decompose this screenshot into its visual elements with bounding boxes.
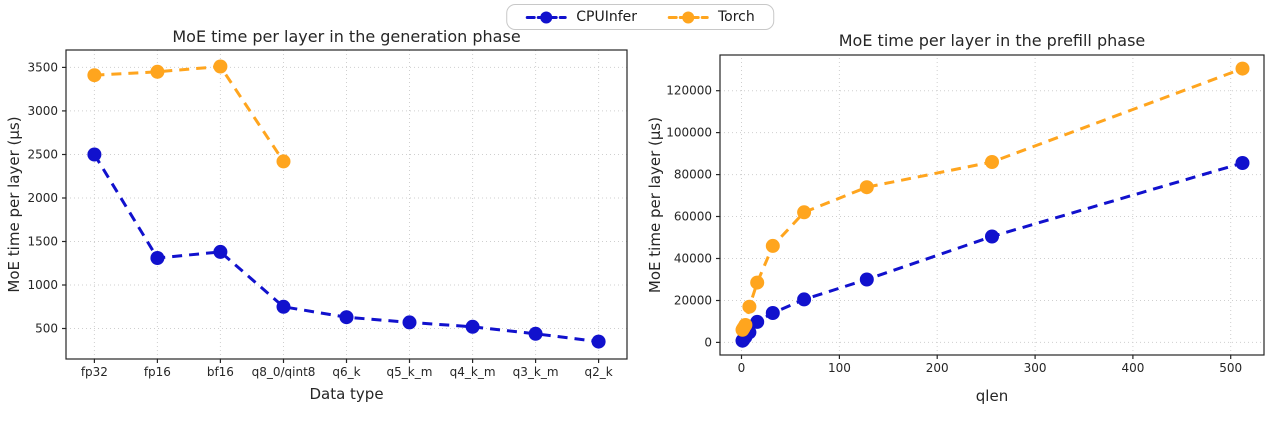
x-tick-label: fp16	[144, 365, 171, 379]
data-point-marker	[87, 68, 102, 83]
x-tick-label: q8_0/qint8	[252, 365, 316, 379]
series-cpuinfer	[735, 156, 1250, 348]
data-point-marker	[859, 180, 874, 195]
x-tick-label: 200	[926, 361, 949, 375]
prefill-phase-chart: 0 100 200 300 400 500 0 20000 40000 60000 80000 100…	[648, 31, 1265, 405]
axis-ticks: fp32 fp16 bf16 q8_0/qint8 q6_k q5_k_m q4_k_m q3…	[27, 60, 612, 379]
y-tick-label: 2500	[27, 148, 58, 162]
y-tick-label: 0	[704, 335, 712, 349]
data-point-marker	[591, 334, 606, 349]
data-point-marker	[765, 306, 780, 320]
data-point-marker	[985, 155, 999, 169]
x-tick-label: 400	[1121, 361, 1144, 375]
legend-line-marker-icon	[525, 11, 567, 23]
legend-line-marker-icon	[667, 11, 709, 23]
data-point-marker	[213, 59, 228, 74]
y-tick-label: 3000	[27, 104, 58, 118]
plot-border	[719, 54, 1265, 356]
y-tick-label: 3500	[27, 60, 58, 74]
data-point-marker	[1235, 61, 1250, 76]
x-tick-label: bf16	[207, 365, 234, 379]
data-point-marker	[150, 64, 165, 79]
y-tick-label: 500	[35, 322, 58, 336]
gridlines	[720, 55, 1264, 355]
legend-item-torch: Torch	[667, 9, 755, 25]
data-point-marker	[87, 147, 102, 162]
data-point-marker	[985, 229, 999, 244]
data-point-marker	[528, 326, 543, 341]
x-tick-label: q3_k_m	[513, 365, 559, 379]
y-tick-label: 120000	[666, 84, 712, 98]
x-tick-label: q4_k_m	[450, 365, 496, 379]
series-line	[741, 161, 1243, 342]
data-point-marker	[742, 299, 757, 314]
legend: CPUInfer Torch	[506, 4, 774, 30]
x-tick-label: 500	[1219, 361, 1242, 375]
data-point-marker	[339, 310, 354, 325]
x-tick-label: 0	[738, 361, 746, 375]
data-point-marker	[150, 251, 165, 265]
data-point-marker	[738, 318, 753, 332]
x-axis-label: Data type	[309, 385, 383, 403]
series-torch	[87, 59, 291, 169]
chart-title: MoE time per layer in the prefill phase	[839, 31, 1146, 50]
data-point-marker	[750, 275, 765, 290]
y-tick-label: 20000	[674, 294, 712, 308]
x-tick-label: q6_k	[332, 365, 360, 379]
y-tick-label: 1500	[27, 235, 58, 249]
legend-label: CPUInfer	[576, 9, 637, 25]
data-point-marker	[276, 299, 291, 314]
data-point-marker	[859, 272, 874, 287]
x-tick-label: 300	[1024, 361, 1047, 375]
axis-ticks: 0 100 200 300 400 500 0 20000 40000 60000 80000 100…	[666, 84, 1242, 375]
legend-label: Torch	[718, 9, 755, 25]
x-axis-label: qlen	[976, 387, 1008, 405]
data-point-marker	[402, 315, 417, 330]
generation-phase-chart: fp32 fp16 bf16 q8_0/qint8 q6_k q5_k_m q4_k_m q3…	[5, 27, 628, 403]
series-cpuinfer	[87, 147, 606, 349]
data-point-marker	[797, 205, 812, 220]
y-tick-label: 1000	[27, 278, 58, 292]
data-point-marker	[213, 244, 228, 259]
gridlines	[66, 50, 627, 359]
data-point-marker	[465, 319, 480, 334]
y-axis-label: MoE time per layer (µs)	[648, 117, 664, 293]
chart-title: MoE time per layer in the generation pha…	[172, 27, 520, 46]
data-point-marker	[276, 154, 291, 169]
legend-item-cpuinfer: CPUInfer	[525, 9, 637, 25]
data-point-marker	[1235, 156, 1250, 170]
y-axis-label: MoE time per layer (µs)	[5, 116, 23, 292]
y-tick-label: 40000	[674, 252, 712, 266]
data-point-marker	[797, 292, 812, 307]
series-line	[741, 67, 1244, 331]
series-torch	[735, 61, 1250, 337]
y-tick-label: 60000	[674, 210, 712, 224]
data-point-marker	[750, 314, 765, 329]
data-point-marker	[765, 238, 780, 253]
y-tick-label: 2000	[27, 191, 58, 205]
x-tick-label: 100	[828, 361, 851, 375]
y-tick-label: 100000	[666, 126, 712, 140]
x-tick-label: q2_k	[584, 365, 612, 379]
y-tick-label: 80000	[674, 168, 712, 182]
series-line	[94, 64, 285, 163]
x-tick-label: fp32	[81, 365, 108, 379]
x-tick-label: q5_k_m	[387, 365, 433, 379]
